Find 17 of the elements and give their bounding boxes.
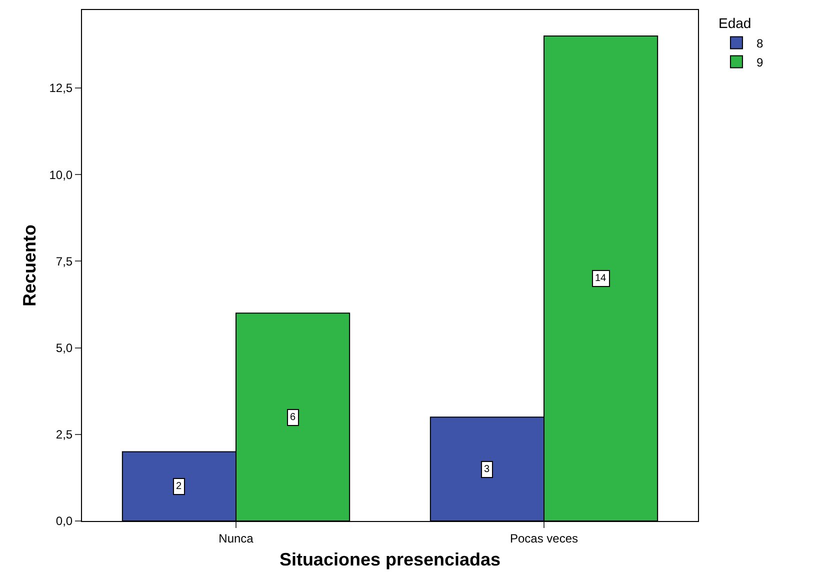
y-tick-label: 7,5	[56, 254, 73, 268]
legend-label: 9	[756, 55, 764, 70]
y-tick-label: 5,0	[56, 340, 73, 355]
y-tick-label: 2,5	[56, 428, 73, 442]
x-tick-label: Nunca	[218, 531, 254, 546]
data-label: 14	[595, 273, 607, 284]
y-axis-title: Recuento	[19, 224, 40, 307]
y-tick-label: 10,0	[49, 168, 73, 182]
y-tick-label: 0,0	[56, 514, 73, 528]
y-tick-label: 12,5	[49, 81, 73, 96]
x-axis-title: Situaciones presenciadas	[279, 550, 501, 570]
data-label: 6	[290, 412, 296, 423]
data-label: 3	[484, 464, 490, 475]
legend-label: 8	[756, 36, 764, 50]
data-label: 2	[176, 481, 182, 492]
legend-title: Edad	[718, 15, 752, 32]
x-tick-label: Pocas veces	[510, 531, 578, 546]
